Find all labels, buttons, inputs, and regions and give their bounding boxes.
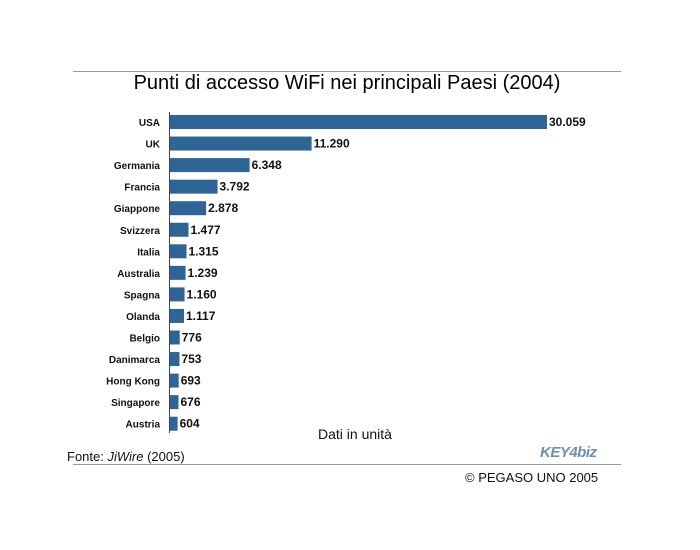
value-label: 1.239	[188, 266, 218, 280]
value-label: 1.117	[186, 309, 216, 323]
value-label: 753	[181, 352, 201, 366]
bar-svizzera	[170, 222, 189, 237]
bar-spagna	[170, 287, 185, 302]
bar-hong-kong	[170, 373, 179, 388]
bar-usa	[170, 115, 547, 129]
top-divider	[73, 71, 621, 72]
source-note: Fonte: JiWire (2005)	[67, 449, 185, 464]
value-label: 676	[180, 395, 200, 409]
value-label: 604	[180, 417, 200, 431]
value-label: 11.290	[314, 137, 350, 151]
bar-austria	[170, 416, 178, 431]
category-label: Singapore	[111, 398, 160, 409]
category-label: Austria	[126, 420, 161, 431]
bottom-divider	[73, 464, 621, 465]
units-note: Dati in unità	[318, 426, 392, 442]
value-label: 2.878	[208, 201, 238, 215]
copyright-text: © PEGASO UNO 2005	[465, 470, 599, 485]
bar-uk	[170, 136, 312, 151]
key4biz-logo: KEY4biz	[540, 444, 597, 461]
bar-belgio	[170, 330, 180, 345]
value-label: 1.477	[191, 223, 221, 237]
bar-germania	[170, 158, 250, 173]
source-prefix: Fonte:	[67, 449, 108, 464]
value-label: 1.160	[187, 287, 217, 301]
category-label: Germania	[114, 161, 161, 172]
value-label: 776	[182, 331, 202, 345]
bars-group: USA 30.059 UK 11.290 Germania 6.348 Francia 3.7…	[106, 115, 586, 431]
category-label: Giappone	[114, 204, 161, 215]
bar-francia	[170, 179, 218, 194]
category-label: Belgio	[129, 334, 160, 345]
value-label: 6.348	[252, 158, 282, 172]
category-label: UK	[146, 140, 161, 151]
chart-title: Punti di accesso WiFi nei principali Pae…	[133, 72, 561, 94]
bar-italia	[170, 244, 187, 259]
value-label: 693	[181, 374, 201, 388]
bar-singapore	[170, 395, 179, 410]
value-label: 1.315	[188, 244, 218, 258]
category-label: Svizzera	[120, 226, 160, 237]
category-label: Australia	[117, 269, 160, 280]
bar-giappone	[170, 201, 207, 216]
category-label: Olanda	[126, 312, 160, 323]
value-label: 3.792	[220, 180, 250, 194]
category-label: Danimarca	[109, 355, 161, 366]
category-label: Spagna	[124, 290, 161, 301]
bar-olanda	[170, 308, 185, 323]
category-label: USA	[139, 118, 160, 129]
category-label: Hong Kong	[106, 377, 160, 388]
category-label: Italia	[137, 247, 160, 258]
source-suffix: (2005)	[143, 449, 185, 464]
value-label: 30.059	[549, 115, 586, 129]
bar-australia	[170, 265, 186, 280]
source-name: JiWire	[107, 449, 144, 464]
bar-danimarca	[170, 352, 180, 367]
category-label: Francia	[124, 183, 160, 194]
